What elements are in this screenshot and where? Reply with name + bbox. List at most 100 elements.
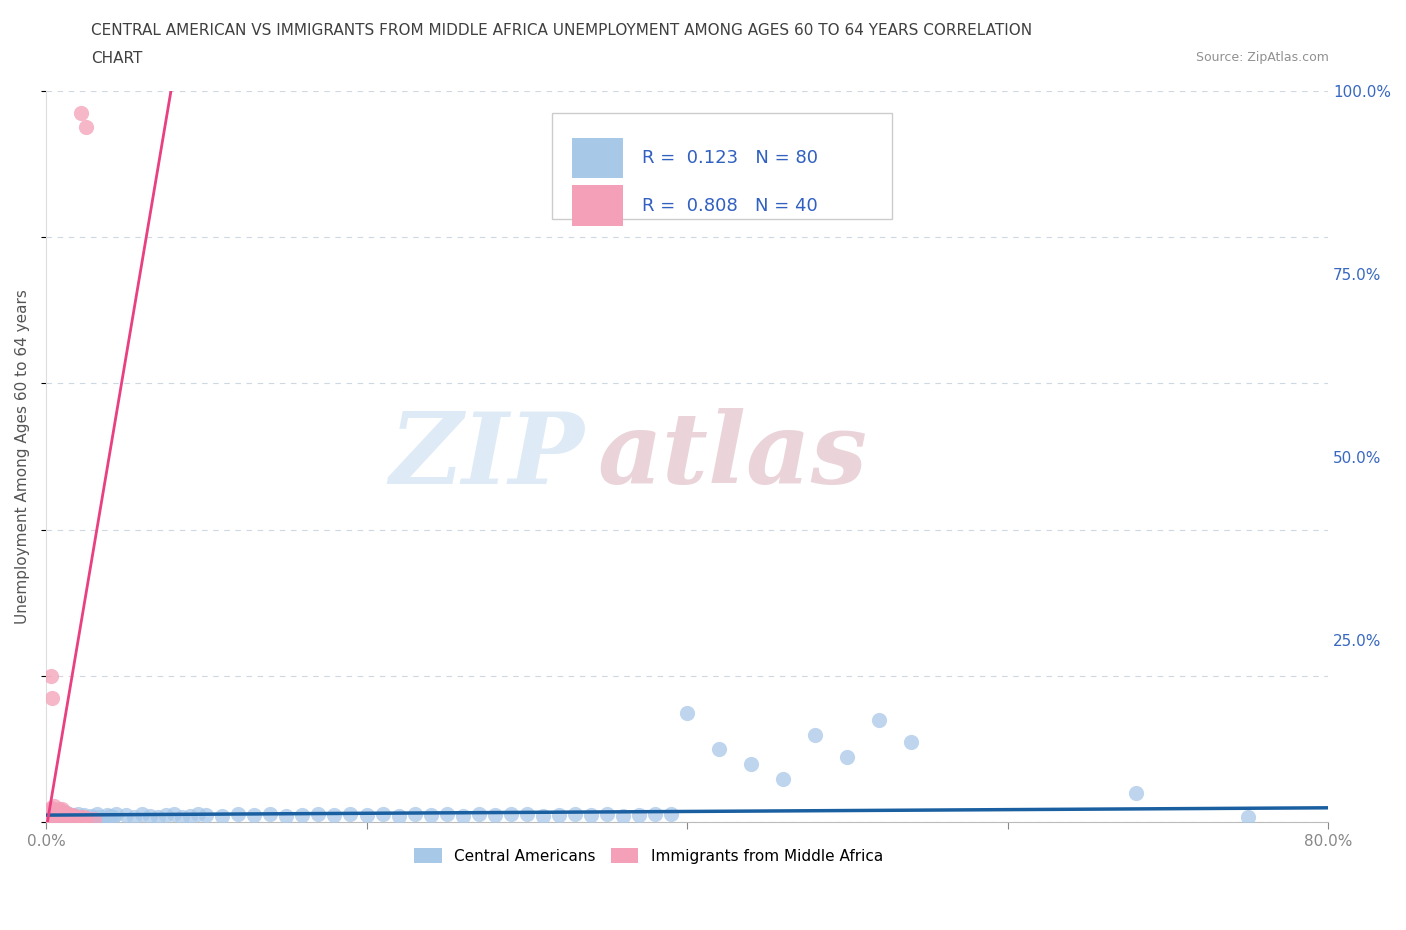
Point bbox=[155, 807, 177, 822]
Text: atlas: atlas bbox=[598, 408, 868, 505]
Point bbox=[387, 808, 409, 823]
Point bbox=[56, 805, 79, 820]
Point bbox=[52, 807, 75, 822]
Point bbox=[38, 804, 60, 819]
Point bbox=[98, 808, 121, 823]
Point bbox=[63, 808, 86, 823]
Point bbox=[49, 812, 72, 827]
Point bbox=[172, 809, 194, 824]
Point bbox=[276, 808, 298, 823]
Point bbox=[39, 807, 62, 822]
Point bbox=[83, 811, 105, 826]
Point bbox=[48, 804, 70, 819]
Point bbox=[42, 804, 65, 819]
Point bbox=[48, 802, 70, 817]
Point bbox=[900, 735, 922, 750]
Point bbox=[65, 811, 87, 826]
Point bbox=[70, 809, 93, 824]
Point bbox=[39, 669, 62, 684]
Point bbox=[72, 811, 94, 826]
Point bbox=[596, 807, 619, 822]
Point bbox=[46, 811, 69, 826]
Point bbox=[291, 807, 314, 822]
Point bbox=[547, 807, 569, 822]
Point bbox=[51, 802, 73, 817]
Point bbox=[93, 811, 115, 826]
Text: ZIP: ZIP bbox=[389, 408, 585, 505]
Point bbox=[131, 807, 153, 822]
Point bbox=[179, 808, 201, 823]
Point bbox=[51, 804, 73, 819]
Point bbox=[41, 811, 63, 826]
Point bbox=[53, 807, 76, 822]
Point bbox=[579, 807, 602, 822]
Point bbox=[60, 809, 83, 824]
Point bbox=[62, 807, 84, 822]
Point bbox=[83, 810, 105, 825]
Point bbox=[676, 705, 699, 720]
Point bbox=[49, 807, 72, 822]
Point bbox=[41, 806, 63, 821]
Point bbox=[226, 806, 249, 821]
Text: CHART: CHART bbox=[91, 51, 143, 66]
Point bbox=[80, 808, 103, 823]
Y-axis label: Unemployment Among Ages 60 to 64 years: Unemployment Among Ages 60 to 64 years bbox=[15, 289, 30, 624]
Legend: Central Americans, Immigrants from Middle Africa: Central Americans, Immigrants from Middl… bbox=[408, 842, 889, 870]
Point bbox=[659, 807, 682, 822]
Point bbox=[62, 810, 84, 825]
Point bbox=[46, 806, 69, 821]
Point bbox=[484, 807, 506, 822]
Text: R =  0.123   N = 80: R = 0.123 N = 80 bbox=[643, 149, 818, 166]
Point bbox=[740, 756, 762, 771]
Point bbox=[419, 807, 441, 822]
Point bbox=[89, 809, 111, 824]
Point bbox=[70, 105, 93, 120]
Point bbox=[644, 806, 666, 821]
Point bbox=[65, 811, 87, 826]
Point bbox=[48, 808, 70, 823]
Point bbox=[56, 807, 79, 822]
Point bbox=[69, 809, 91, 824]
Point bbox=[49, 804, 72, 819]
Point bbox=[451, 808, 474, 823]
Point bbox=[323, 807, 346, 822]
Point bbox=[86, 807, 108, 822]
FancyBboxPatch shape bbox=[572, 138, 623, 178]
Point bbox=[45, 804, 67, 818]
Point bbox=[52, 810, 75, 825]
Point bbox=[53, 806, 76, 821]
Point bbox=[531, 808, 554, 823]
Point bbox=[59, 809, 82, 824]
Point bbox=[1237, 809, 1260, 824]
Point bbox=[516, 807, 538, 822]
Point bbox=[187, 807, 209, 822]
Point bbox=[371, 806, 394, 821]
Point bbox=[103, 810, 125, 825]
Point bbox=[37, 811, 59, 826]
Point bbox=[804, 727, 827, 742]
Point bbox=[211, 808, 233, 823]
Point bbox=[52, 804, 75, 819]
Point bbox=[307, 806, 329, 821]
Point bbox=[96, 807, 118, 822]
Point bbox=[868, 712, 890, 727]
Point bbox=[339, 807, 361, 822]
Point bbox=[76, 811, 98, 826]
Point bbox=[66, 806, 89, 821]
Point bbox=[772, 771, 794, 786]
Point bbox=[45, 807, 67, 822]
Point bbox=[146, 810, 169, 825]
Point bbox=[58, 811, 80, 826]
Point bbox=[38, 809, 60, 824]
Point bbox=[163, 806, 186, 821]
Text: Source: ZipAtlas.com: Source: ZipAtlas.com bbox=[1195, 51, 1329, 64]
Point bbox=[59, 807, 82, 822]
Point bbox=[564, 806, 586, 821]
Point bbox=[60, 807, 83, 822]
Point bbox=[1125, 786, 1147, 801]
Point bbox=[42, 809, 65, 824]
Point bbox=[467, 807, 489, 822]
Point bbox=[195, 807, 218, 822]
Point bbox=[41, 802, 63, 817]
FancyBboxPatch shape bbox=[553, 113, 893, 219]
